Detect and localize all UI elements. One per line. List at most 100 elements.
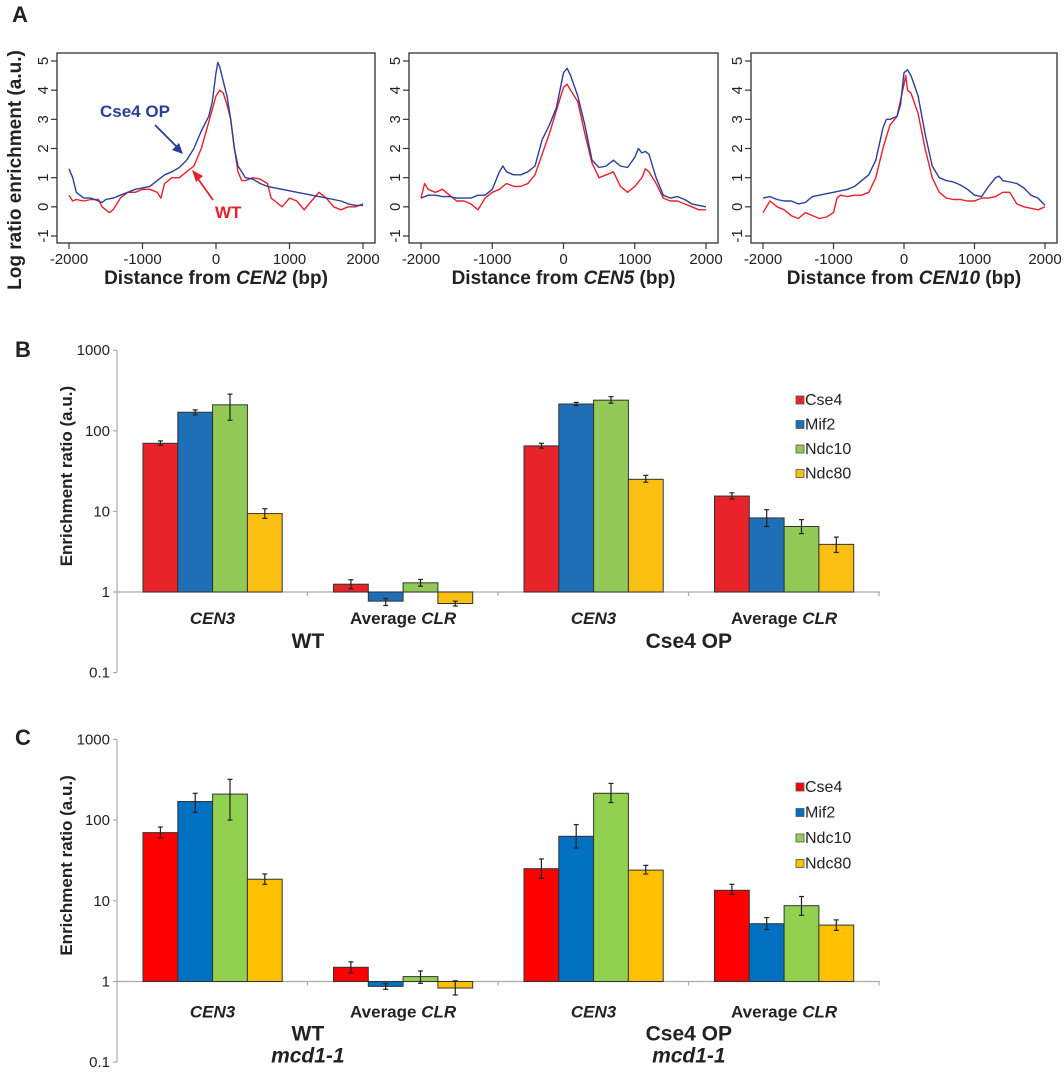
legend-label-mif2: Mif2: [805, 417, 835, 434]
category-label-italic: CEN3: [190, 609, 236, 628]
annotation-arrow-wt: [195, 175, 214, 201]
y-tick-label: 3: [35, 115, 52, 123]
series-line-wt: [420, 83, 706, 211]
x-tick-label: -2000: [744, 251, 782, 268]
category-label-plain: Average: [350, 609, 421, 628]
bar-ndc80: [246, 513, 283, 593]
bar-chart-panel-c: 0.1 1 10 100 1000 Enrichment ratio (a.u.) CEN3…: [57, 731, 880, 1071]
x-axis-label-suffix: (bp): [634, 268, 675, 289]
legend-swatch-ndc10: [795, 833, 805, 843]
bar-cse4: [142, 832, 179, 982]
category-label-italic: CLR: [802, 1003, 838, 1022]
legend-label-ndc80: Ndc80: [805, 466, 851, 483]
x-axis-label-locus: CEN2: [236, 268, 287, 289]
x-axis-label: Distance from CEN10 (bp): [787, 268, 1021, 289]
y-tick-label: -1: [729, 229, 746, 242]
bar-group-1: Average CLR: [333, 961, 474, 1022]
category-label-italic: CLR: [421, 1003, 457, 1022]
bar-cse4: [142, 442, 179, 593]
group-label: Cse4 OP: [646, 1023, 732, 1046]
x-tick-label: 2000: [689, 251, 722, 268]
y-tick-label: 1: [387, 173, 404, 181]
series-line-cse4-op: [68, 61, 363, 207]
bar-group-1: Average CLR: [333, 578, 474, 628]
bar-mif2: [558, 403, 595, 593]
x-tick-label: 1000: [958, 251, 991, 268]
x-tick-label: 2000: [1028, 251, 1061, 268]
annotation-arrow-cse4-op: [154, 124, 181, 151]
y-tick-label: 5: [729, 57, 746, 65]
category-label: Average CLR: [731, 609, 838, 628]
category-label: Average CLR: [731, 1003, 838, 1022]
y-tick-label: 5: [35, 57, 52, 65]
x-tick-label: -2000: [50, 251, 88, 268]
legend-swatch-cse4: [795, 395, 805, 405]
category-label-italic: CEN3: [571, 609, 617, 628]
legend-label-ndc10: Ndc10: [805, 830, 851, 847]
legend: Cse4 Mif2 Ndc10 Ndc80: [795, 779, 851, 873]
bar-group-3: Average CLR: [714, 492, 855, 628]
bar-group-2: CEN3: [523, 782, 664, 1022]
annotation-arrowhead-cse4-op: [172, 143, 183, 154]
y-tick-label: -1: [35, 229, 52, 242]
panel-c: C 0.1 1 10 100 1000 Enrichment ratio (a.u.) CE…: [15, 725, 880, 1071]
bar-ndc80: [627, 478, 664, 593]
y-tick-label: 0.1: [89, 1054, 110, 1071]
bar-group-2: CEN3: [523, 396, 664, 628]
panel-b: B 0.1 1 10 100 1000 Enrichment ratio (a.u.) CE…: [15, 337, 880, 682]
y-tick-label: 4: [729, 86, 746, 94]
bar-ndc10: [593, 399, 629, 593]
y-tick-label: 1: [102, 974, 110, 991]
group-label: Cse4 OP: [646, 630, 732, 653]
x-tick-label: 0: [900, 251, 908, 268]
bar-ndc80: [627, 869, 664, 982]
y-tick-label: 0: [35, 203, 52, 211]
category-label-plain: Average: [731, 1003, 802, 1022]
bar-ndc80: [246, 878, 283, 983]
line-chart-cen2: -1 0 1 2 3 4 5 -2000 -1000 0 1000 2000 Distance from…: [5, 50, 380, 290]
category-label-italic: CLR: [802, 609, 838, 628]
panel-letter-a: A: [12, 2, 28, 27]
annotation-cse4-op: Cse4 OP: [100, 102, 170, 121]
category-label-italic: CEN3: [190, 1003, 236, 1022]
group-label: WT: [292, 630, 325, 653]
bar-ndc10: [212, 793, 248, 983]
bar-mif2: [177, 801, 214, 982]
x-axis-label-prefix: Distance from: [787, 268, 919, 289]
y-tick-label: -1: [387, 229, 404, 242]
y-tick-label: 1000: [77, 731, 110, 748]
bar-mif2: [177, 411, 214, 593]
group-sublabel: mcd1-1: [652, 1045, 726, 1068]
line-chart-cen5: -1 0 1 2 3 4 5 -2000 -1000 0 1000 2000 Distance from…: [387, 52, 723, 289]
y-axis-label: Enrichment ratio (a.u.): [57, 775, 76, 955]
bar-group-0: CEN3: [142, 393, 283, 628]
bar-cse4: [714, 889, 750, 982]
x-axis-label-locus: CEN10: [919, 268, 981, 289]
x-tick-label: -1000: [814, 251, 852, 268]
bar-ndc10: [783, 905, 820, 982]
group-sublabel: mcd1-1: [271, 1045, 345, 1068]
y-tick-label: 100: [85, 812, 110, 829]
series-line-cse4-op: [420, 67, 707, 208]
line-chart-cen10: -1 0 1 2 3 4 5 -2000 -1000 0 1000 2000 Distance from…: [729, 52, 1062, 289]
plot-frame: [408, 52, 719, 244]
category-label: CEN3: [190, 1003, 236, 1022]
legend-label-ndc10: Ndc10: [805, 441, 851, 458]
x-tick-label: -2000: [402, 251, 440, 268]
y-tick-label: 1000: [77, 342, 110, 359]
x-tick-label: 1000: [618, 251, 651, 268]
y-tick-label: 4: [387, 86, 404, 94]
y-tick-label: 1: [729, 173, 746, 181]
annotation-wt: WT: [215, 203, 242, 222]
category-label-plain: Average: [350, 1003, 421, 1022]
bar-mif2: [748, 923, 785, 982]
x-tick-label: 1000: [273, 251, 306, 268]
bar-ndc10: [783, 525, 820, 593]
category-label: Average CLR: [350, 1003, 457, 1022]
category-label-italic: CEN3: [571, 1003, 617, 1022]
y-tick-label: 2: [35, 144, 52, 152]
bar-group-3: Average CLR: [714, 883, 855, 1022]
bar-ndc10: [593, 792, 629, 982]
x-tick-label: 0: [212, 251, 220, 268]
